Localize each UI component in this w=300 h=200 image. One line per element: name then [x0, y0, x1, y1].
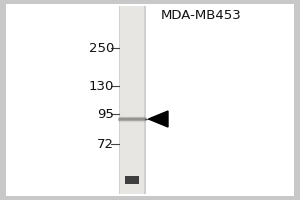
Text: 250: 250 — [88, 42, 114, 54]
FancyBboxPatch shape — [118, 6, 146, 194]
Text: 130: 130 — [88, 80, 114, 92]
Polygon shape — [148, 111, 168, 127]
Text: 95: 95 — [97, 108, 114, 120]
Text: 72: 72 — [97, 138, 114, 150]
FancyBboxPatch shape — [124, 176, 140, 184]
FancyBboxPatch shape — [120, 6, 144, 194]
FancyBboxPatch shape — [6, 4, 294, 196]
Text: MDA-MB453: MDA-MB453 — [160, 9, 242, 22]
